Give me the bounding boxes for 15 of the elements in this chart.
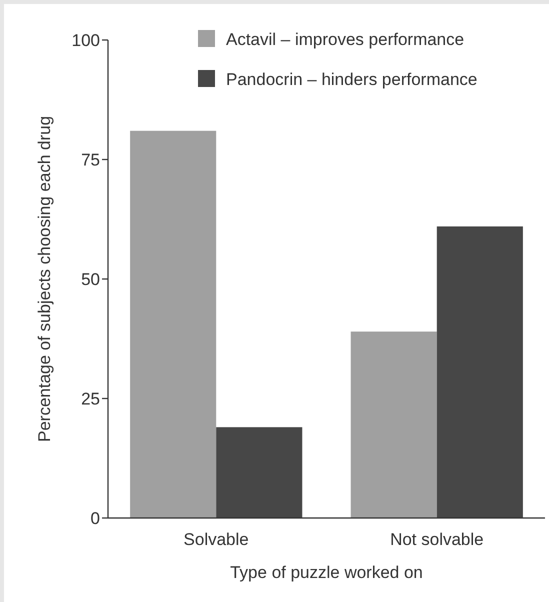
legend-label: Actavil – improves performance	[226, 30, 464, 49]
bar	[130, 130, 216, 518]
bar	[216, 427, 302, 518]
y-tick-label: 50	[81, 270, 100, 289]
y-tick-label: 0	[90, 508, 100, 528]
y-tick-label: 100	[72, 30, 100, 50]
legend-label: Pandocrin – hinders performance	[226, 70, 478, 89]
x-tick-label: Solvable	[184, 530, 249, 549]
x-tick-label: Not solvable	[390, 530, 484, 549]
bar	[436, 226, 523, 518]
y-axis-title: Percentage of subjects choosing each drug	[35, 116, 54, 442]
bar	[350, 332, 437, 518]
y-tick-label: 25	[81, 389, 100, 408]
x-axis-title: Type of puzzle worked on	[230, 563, 423, 582]
y-tick-label: 75	[81, 150, 100, 170]
